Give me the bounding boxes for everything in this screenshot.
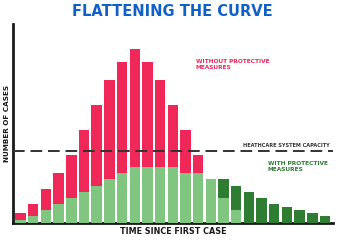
Y-axis label: NUMBER OF CASES: NUMBER OF CASES	[4, 85, 10, 162]
Bar	[180, 173, 191, 223]
Bar	[92, 105, 102, 223]
Bar	[41, 210, 51, 223]
X-axis label: TIME SINCE FIRST CASE: TIME SINCE FIRST CASE	[120, 227, 226, 236]
Bar	[307, 213, 318, 223]
Bar	[168, 167, 178, 223]
Bar	[269, 204, 280, 223]
Bar	[193, 155, 203, 223]
Bar	[218, 198, 229, 223]
Bar	[28, 216, 38, 223]
Bar	[104, 179, 115, 223]
Bar	[320, 216, 330, 223]
Bar	[54, 204, 64, 223]
Bar	[155, 80, 165, 223]
Bar	[231, 186, 241, 223]
Bar	[15, 220, 26, 223]
Bar	[168, 105, 178, 223]
Bar	[256, 198, 267, 223]
Bar	[79, 130, 89, 223]
Bar	[28, 204, 38, 223]
Text: WITH PROTECTIVE
MEASURES: WITH PROTECTIVE MEASURES	[268, 161, 328, 172]
Bar	[117, 62, 127, 223]
Bar	[193, 173, 203, 223]
Bar	[206, 179, 216, 223]
Bar	[66, 155, 76, 223]
Bar	[142, 167, 153, 223]
Bar	[130, 49, 140, 223]
Bar	[206, 179, 216, 223]
Bar	[142, 62, 153, 223]
Bar	[155, 167, 165, 223]
Bar	[294, 210, 305, 223]
Bar	[15, 213, 26, 223]
Bar	[66, 198, 76, 223]
Bar	[282, 207, 292, 223]
Bar	[79, 192, 89, 223]
Bar	[130, 167, 140, 223]
Text: HEATHCARE SYSTEM CAPACITY: HEATHCARE SYSTEM CAPACITY	[243, 143, 330, 148]
Bar	[117, 173, 127, 223]
Bar	[104, 80, 115, 223]
Bar	[231, 186, 241, 210]
Bar	[54, 173, 64, 223]
Bar	[231, 210, 241, 223]
Bar	[180, 130, 191, 223]
Bar	[41, 189, 51, 223]
Title: FLATTENING THE CURVE: FLATTENING THE CURVE	[72, 4, 273, 19]
Bar	[218, 179, 229, 223]
Bar	[244, 192, 254, 223]
Bar	[92, 186, 102, 223]
Text: WITHOUT PROTECTIVE
MEASURES: WITHOUT PROTECTIVE MEASURES	[196, 59, 269, 70]
Bar	[218, 179, 229, 198]
